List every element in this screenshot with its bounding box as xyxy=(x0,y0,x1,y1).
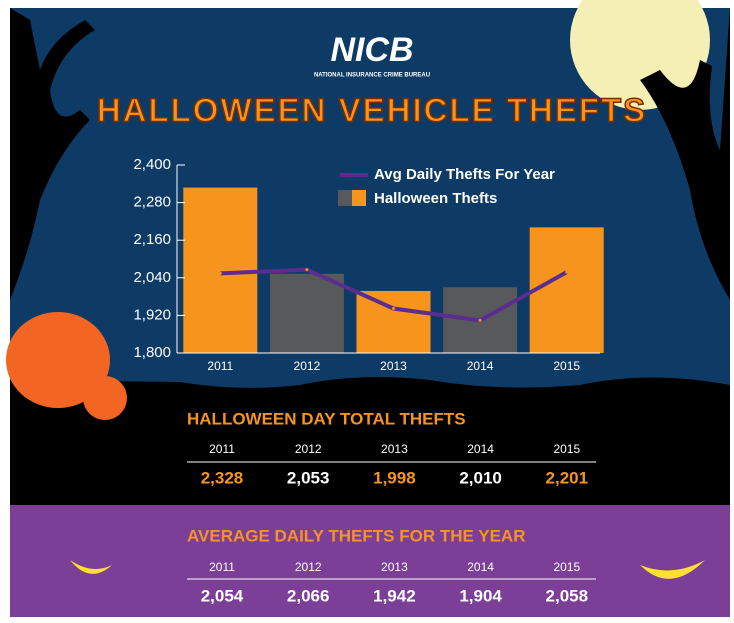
y-tick-label: 1,920 xyxy=(133,306,171,323)
y-tick-label: 2,160 xyxy=(133,231,171,248)
face-right xyxy=(640,560,705,579)
org-name: NATIONAL INSURANCE CRIME BUREAU xyxy=(314,73,430,79)
table-year: 2013 xyxy=(381,560,408,574)
x-tick-label: 2015 xyxy=(553,359,580,373)
table-value: 2,053 xyxy=(287,468,330,487)
bar xyxy=(529,227,604,353)
line-point xyxy=(305,268,309,272)
x-tick-label: 2014 xyxy=(467,359,494,373)
legend-swatch xyxy=(338,190,352,206)
legend-swatch xyxy=(352,190,366,206)
table-value: 1,942 xyxy=(373,586,416,605)
table-year: 2015 xyxy=(553,560,580,574)
table-title: HALLOWEEN DAY TOTAL THEFTS xyxy=(187,409,466,428)
table-value: 2,328 xyxy=(201,468,244,487)
line-point xyxy=(392,307,395,311)
table-year: 2015 xyxy=(553,442,580,456)
table-value: 2,066 xyxy=(287,586,330,605)
x-tick-label: 2013 xyxy=(380,359,407,373)
pumpkin-small xyxy=(83,376,127,420)
face-left xyxy=(70,560,112,574)
line-point xyxy=(478,318,482,322)
bar xyxy=(269,273,344,353)
table-value: 2,010 xyxy=(459,468,502,487)
table-title: AVERAGE DAILY THEFTS FOR THE YEAR xyxy=(187,526,525,545)
tree-right xyxy=(640,8,730,300)
purple-band xyxy=(10,505,730,617)
x-tick-label: 2012 xyxy=(294,359,321,373)
x-tick-label: 2011 xyxy=(207,359,233,373)
tree-left xyxy=(10,8,95,300)
y-tick-label: 2,400 xyxy=(133,156,171,173)
table-year: 2011 xyxy=(209,442,235,456)
table-year: 2014 xyxy=(467,560,494,574)
moon xyxy=(570,0,710,110)
table-value: 2,058 xyxy=(546,586,589,605)
bar xyxy=(183,187,258,353)
table-year: 2014 xyxy=(467,442,494,456)
y-tick-label: 2,280 xyxy=(133,194,171,211)
table-value: 2,054 xyxy=(201,586,244,605)
table-year: 2012 xyxy=(295,442,322,456)
line-point xyxy=(218,271,222,275)
legend-label: Halloween Thefts xyxy=(374,190,497,207)
line-point xyxy=(565,270,569,274)
title: HALLOWEEN VEHICLE THEFTS xyxy=(97,92,647,129)
pumpkin xyxy=(6,312,110,408)
table-year: 2013 xyxy=(381,442,408,456)
y-tick-label: 1,800 xyxy=(133,344,171,361)
table-year: 2011 xyxy=(209,560,235,574)
table-value: 2,201 xyxy=(546,468,589,487)
logo: NICB xyxy=(330,31,413,69)
table-value: 1,904 xyxy=(459,586,502,605)
y-tick-label: 2,040 xyxy=(133,269,171,286)
table-value: 1,998 xyxy=(373,468,416,487)
legend-label: Avg Daily Thefts For Year xyxy=(374,166,555,183)
bar xyxy=(356,290,431,353)
table-year: 2012 xyxy=(295,560,322,574)
